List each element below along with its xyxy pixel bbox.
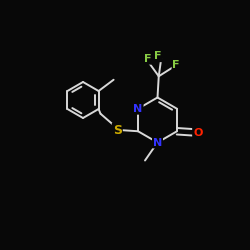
Text: S: S <box>113 124 122 136</box>
Text: N: N <box>134 104 143 114</box>
Text: F: F <box>154 51 162 61</box>
Text: N: N <box>153 138 162 147</box>
Text: F: F <box>172 60 180 70</box>
Text: F: F <box>144 54 151 64</box>
Text: O: O <box>193 128 202 138</box>
